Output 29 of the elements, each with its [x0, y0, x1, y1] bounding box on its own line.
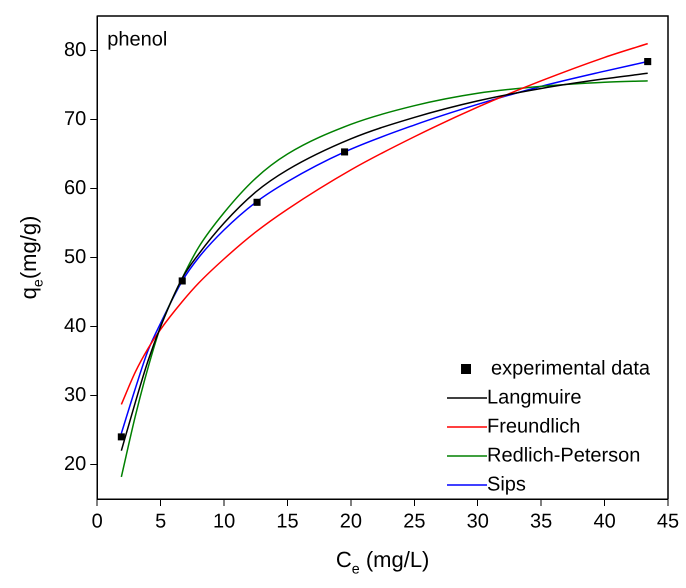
y-tick-label: 80	[64, 39, 86, 62]
x-tick-label: 40	[593, 510, 616, 533]
y-tick-label: 30	[64, 384, 86, 406]
x-tick-label: 20	[340, 510, 362, 533]
y-tick-label: 60	[64, 177, 86, 200]
y-tick-label: 20	[64, 453, 86, 476]
legend-label: Langmuire	[487, 386, 582, 409]
x-tick-label: 10	[212, 510, 236, 533]
legend-label: Redlich-Peterson	[487, 444, 640, 467]
legend-label: experimental data	[491, 358, 651, 380]
point	[118, 433, 125, 440]
x-tick-label: 30	[466, 510, 489, 533]
y-tick-label: 40	[64, 315, 86, 338]
legend-label: Sips	[487, 474, 526, 496]
y-tick-label: 70	[64, 108, 86, 130]
point	[178, 277, 186, 284]
x-tick-label: 15	[276, 510, 299, 533]
annotation: phenol	[107, 28, 168, 51]
legend-label: Freundlich	[487, 416, 580, 438]
point	[644, 58, 652, 66]
x-tick-label: 45	[656, 510, 680, 533]
x-tick-label: 0	[92, 510, 103, 533]
y-tick-label: 50	[64, 246, 86, 268]
x-tick-label: 5	[155, 510, 166, 533]
point	[254, 198, 261, 206]
y-axis-title: qe(mg/g)	[16, 216, 47, 300]
point	[341, 148, 348, 156]
x-tick-label: 35	[530, 510, 552, 533]
x-tick-label: 25	[403, 510, 426, 533]
